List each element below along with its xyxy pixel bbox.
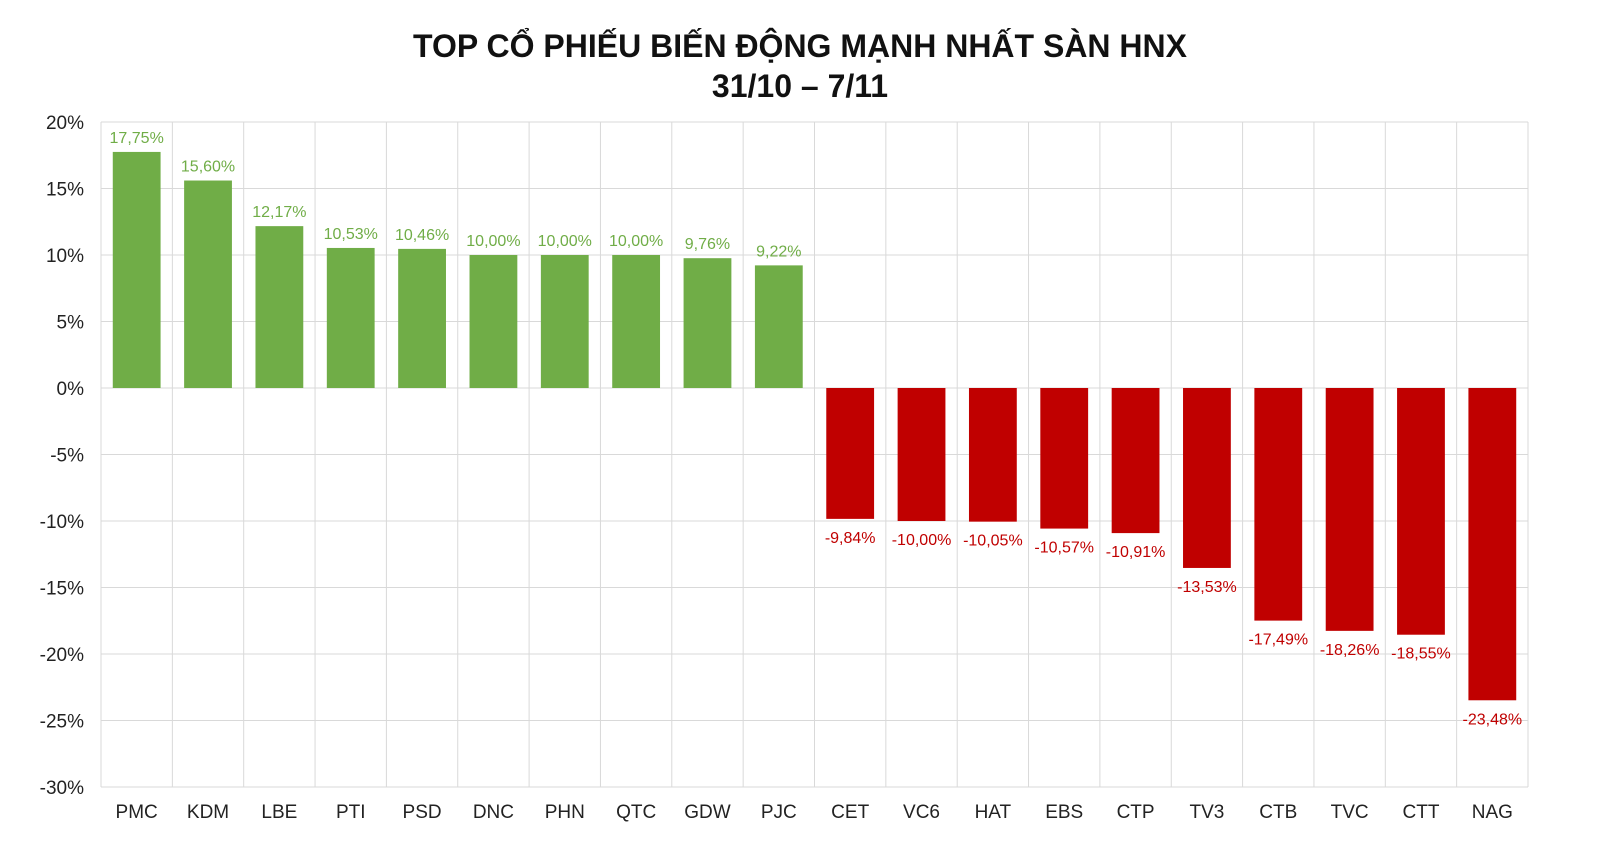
x-tick-label: CTB xyxy=(1259,802,1297,823)
y-tick-label: 15% xyxy=(46,180,84,201)
chart-subtitle: 31/10 – 7/11 xyxy=(711,68,889,104)
x-tick-label: TV3 xyxy=(1189,802,1224,823)
bar-pmc xyxy=(112,151,161,388)
data-label: -13,53% xyxy=(1177,579,1237,596)
y-tick-label: 20% xyxy=(46,113,84,134)
x-tick-label: PTI xyxy=(336,802,366,823)
data-label: -10,05% xyxy=(963,533,1023,550)
x-tick-label: DNC xyxy=(473,802,514,823)
bar-tv3 xyxy=(1183,388,1231,568)
data-label: 12,17% xyxy=(252,204,306,221)
x-tick-label: PJC xyxy=(761,802,797,823)
bar-pti xyxy=(326,247,375,388)
y-tick-label: -20% xyxy=(40,645,84,666)
bar-psd xyxy=(398,248,446,388)
bar-vc6 xyxy=(897,388,946,521)
chart-title: TOP CỔ PHIẾU BIẾN ĐỘNG MẠNH NHẤT SÀN HNX xyxy=(413,28,1187,64)
data-label: 15,60% xyxy=(181,159,235,176)
bar-hat xyxy=(968,388,1017,522)
bar-cet xyxy=(826,388,875,519)
x-tick-label: EBS xyxy=(1045,802,1083,823)
x-tick-label: HAT xyxy=(975,802,1012,823)
bar-phn xyxy=(540,255,589,388)
bar-ebs xyxy=(1040,388,1089,529)
y-tick-label: 10% xyxy=(46,246,84,267)
data-label: 10,53% xyxy=(324,226,378,243)
x-tick-label: QTC xyxy=(616,802,656,823)
bar-tvc xyxy=(1325,388,1374,631)
data-label: 9,76% xyxy=(685,236,730,253)
y-tick-label: 0% xyxy=(57,379,85,400)
bar-ctt xyxy=(1397,388,1445,635)
data-label: 10,00% xyxy=(466,233,520,250)
data-label: -10,91% xyxy=(1106,544,1166,561)
data-label: -10,00% xyxy=(892,532,952,549)
bar-pjc xyxy=(754,265,803,388)
x-tick-label: LBE xyxy=(261,802,297,823)
y-tick-label: -15% xyxy=(40,579,84,600)
bar-dnc xyxy=(469,255,518,388)
x-tick-label: PMC xyxy=(116,802,158,823)
bar-lbe xyxy=(255,226,304,388)
x-tick-label: CTT xyxy=(1403,802,1440,823)
bar-kdm xyxy=(184,180,232,388)
x-tick-label: CTP xyxy=(1117,802,1155,823)
y-tick-label: -25% xyxy=(40,712,84,733)
x-tick-label: TVC xyxy=(1331,802,1369,823)
data-label: 17,75% xyxy=(110,130,164,147)
y-tick-label: 5% xyxy=(57,313,85,334)
data-label: 9,22% xyxy=(756,243,801,260)
data-label: 10,00% xyxy=(538,233,592,250)
x-tick-label: CET xyxy=(831,802,869,823)
x-tick-label: PSD xyxy=(403,802,442,823)
data-label: -17,49% xyxy=(1248,632,1308,649)
x-tick-label: NAG xyxy=(1472,802,1513,823)
y-tick-label: -5% xyxy=(50,446,84,467)
data-label: 10,46% xyxy=(395,227,449,244)
x-tick-label: VC6 xyxy=(903,802,940,823)
bar-gdw xyxy=(683,258,732,388)
bar-ctb xyxy=(1254,388,1303,621)
x-tick-label: PHN xyxy=(545,802,585,823)
bar-qtc xyxy=(612,255,661,388)
x-tick-label: KDM xyxy=(187,802,229,823)
y-tick-label: -30% xyxy=(40,778,84,799)
y-tick-label: -10% xyxy=(40,512,84,533)
data-label: 10,00% xyxy=(609,233,663,250)
data-label: -18,55% xyxy=(1391,646,1451,663)
data-label: -23,48% xyxy=(1463,711,1523,728)
data-label: -9,84% xyxy=(825,530,876,547)
bar-nag xyxy=(1468,388,1517,701)
bar-ctp xyxy=(1111,388,1160,534)
data-label: -10,57% xyxy=(1034,540,1094,557)
data-label: -18,26% xyxy=(1320,642,1380,659)
x-tick-label: GDW xyxy=(684,802,731,823)
